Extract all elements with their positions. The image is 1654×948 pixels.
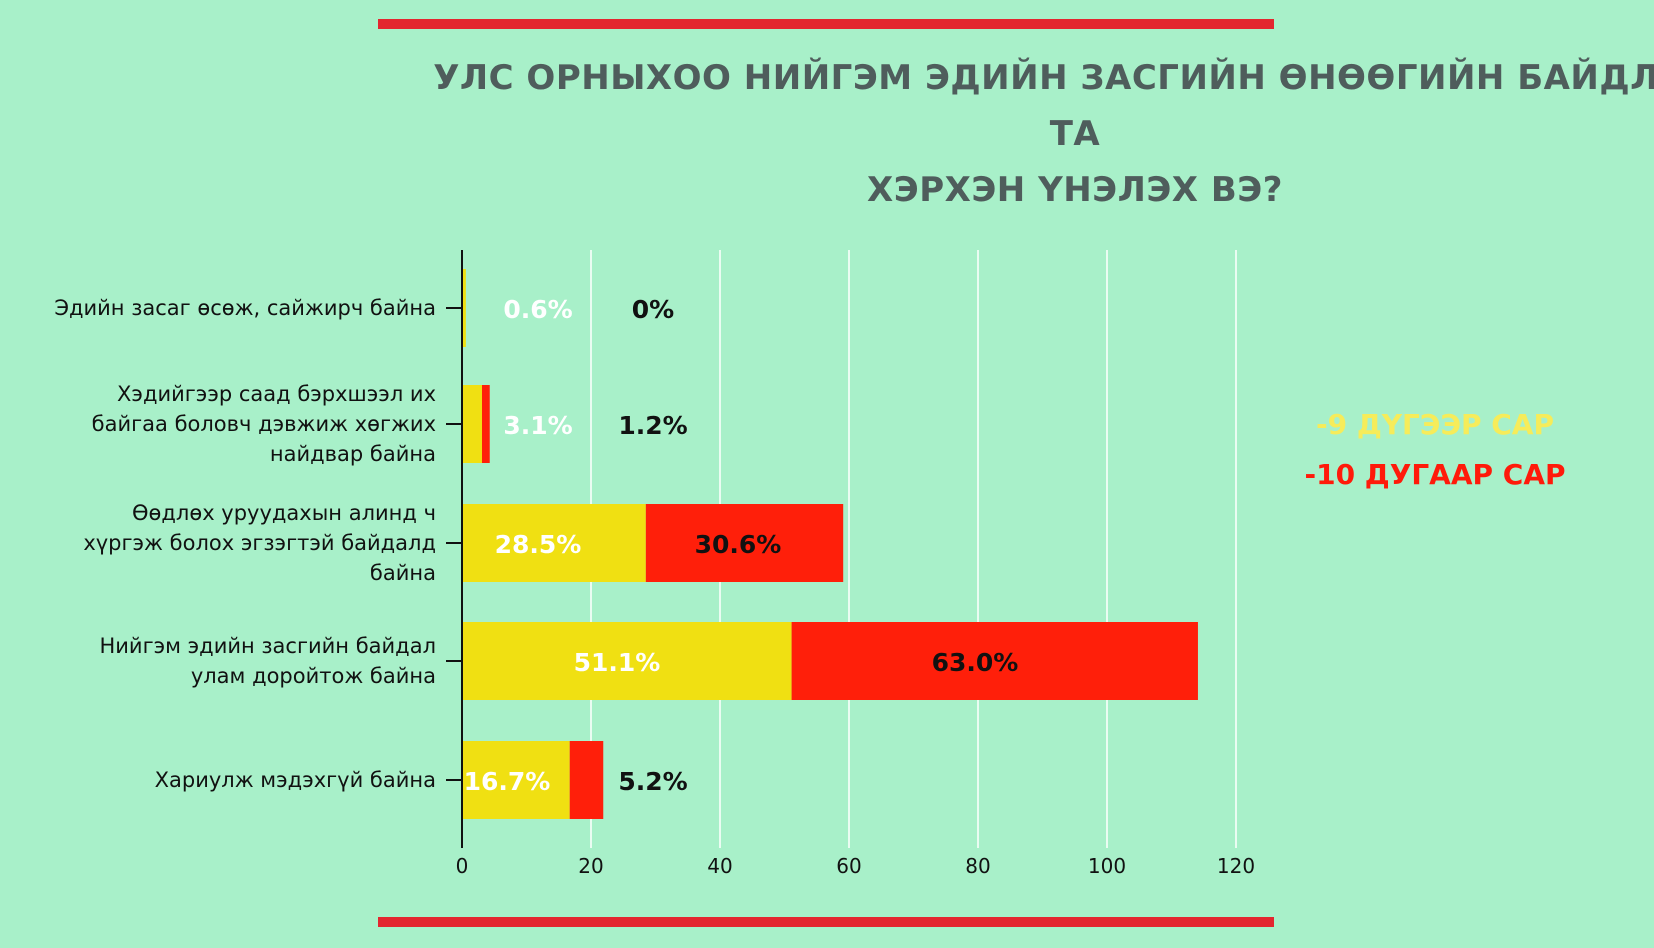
data-label-september: 51.1% [574,648,661,677]
category-label: Нийгэм эдийн засгийн байдал [99,634,436,658]
x-tick-label: 60 [836,854,861,878]
category-label: Эдийн засаг өсөж, сайжирч байна [54,296,436,320]
bottom-rule [378,917,1274,927]
data-label-october: 5.2% [618,767,687,796]
x-tick-label: 80 [965,854,990,878]
chart-title-line-2: ХЭРХЭН ҮНЭЛЭХ ВЭ? [867,170,1283,210]
chart-title-line-1: УЛС ОРНЫХОО НИЙГЭМ ЭДИЙН ЗАСГИЙН ӨНӨӨГИЙ… [433,58,1654,154]
data-label-october: 0% [632,295,674,324]
bar-september [462,741,570,819]
data-label-october: 30.6% [695,530,782,559]
bar-october [645,504,844,582]
x-tick-label: 100 [1088,854,1126,878]
legend-item-october: -10 ДУГААР САР [1304,458,1566,491]
data-label-september: 16.7% [464,767,551,796]
x-tick-label: 120 [1217,854,1255,878]
category-label: хүргэж болох эгзэгтэй байдалд [83,531,436,555]
x-tick-label: 0 [456,854,469,878]
category-label: байна [370,561,436,585]
data-label-october: 63.0% [932,648,1019,677]
data-label-september: 28.5% [495,530,582,559]
x-tick-label: 40 [707,854,732,878]
data-label-october: 1.2% [618,411,687,440]
category-label: Хэдийгээр саад бэрхшээл их [117,382,436,406]
legend: -9 ДҮГЭЭР САР -10 ДУГААР САР [1300,400,1570,500]
data-label-september: 0.6% [503,295,572,324]
category-label: Өөдлөх уруудахын алинд ч [132,501,436,525]
category-label: найдвар байна [270,442,436,466]
bar-september [462,385,482,463]
category-label: Хариулж мэдэхгүй байна [155,768,436,792]
bar-september [462,622,792,700]
bar-september [462,269,466,347]
bar-october [791,622,1198,700]
legend-item-september: -9 ДҮГЭЭР САР [1315,408,1554,441]
chart-title: УЛС ОРНЫХОО НИЙГЭМ ЭДИЙН ЗАСГИЙН ӨНӨӨГИЙ… [420,50,1654,218]
bar-october [481,385,490,463]
x-tick-label: 20 [578,854,603,878]
bar-september [462,504,646,582]
bar-october [569,741,604,819]
data-label-september: 3.1% [503,411,572,440]
category-label: улам доройтож байна [191,664,436,688]
top-rule [378,19,1274,29]
category-label: байгаа боловч дэвжиж хөгжих [92,412,436,436]
